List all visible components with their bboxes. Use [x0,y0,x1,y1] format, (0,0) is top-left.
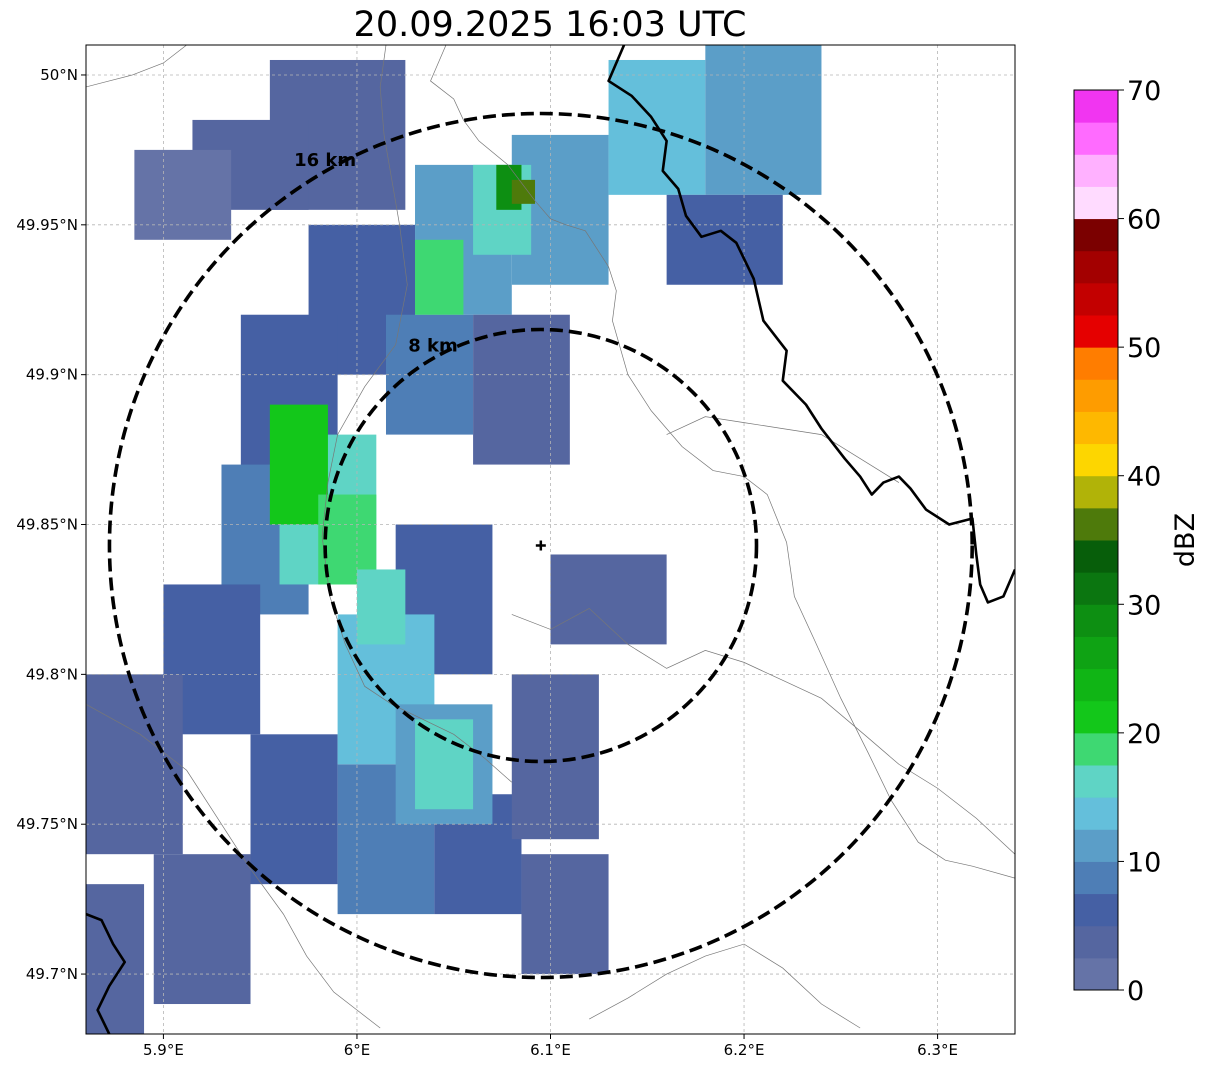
x-tick-label: 6.1°E [530,1041,571,1059]
colorbar-tick-label: 30 [1127,590,1161,621]
reflectivity-layer [86,45,822,1034]
colorbar-swatch [1074,122,1118,155]
colorbar-swatch [1074,797,1118,830]
colorbar-swatch [1074,186,1118,220]
admin-border-1 [86,704,381,1029]
colorbar-swatch [1074,829,1118,862]
reflectivity-cell-8 [86,884,145,1034]
reflectivity-cell-9 [153,854,251,1005]
colorbar-swatch [1074,572,1118,605]
colorbar-swatch [1074,893,1118,927]
colorbar-swatch [1074,411,1118,445]
x-tick-label: 6.2°E [724,1041,765,1059]
range-ring-label: 16 km [294,150,356,171]
colorbar-swatch [1074,732,1118,766]
colorbar-swatch [1074,636,1118,670]
colorbar-frame [1073,89,1119,991]
colorbar-swatch [1074,861,1118,895]
colorbar-swatch [1074,347,1118,380]
admin-border-0 [430,45,1015,879]
colorbar-swatch [1074,668,1118,702]
colorbar-swatch [1074,604,1118,637]
y-tick-label: 49.9°N [26,366,78,384]
reflectivity-cell-22 [550,554,667,645]
colorbar-swatch [1074,540,1118,573]
admin-border-2 [589,943,861,1029]
reflectivity-cell-34 [415,239,464,315]
reflectivity-cell-29 [356,569,406,645]
admin-border-4 [321,45,513,783]
map-title: 20.09.2025 16:03 UTC [353,5,747,45]
y-tick-label: 50°N [40,66,78,84]
borders [86,45,1015,1034]
colorbar-swatch [1074,154,1118,187]
y-tick-label: 49.95°N [16,216,78,234]
colorbar-swatch [1074,765,1118,798]
colorbar-tick-label: 70 [1127,76,1161,107]
colorbar-swatch [1074,443,1118,477]
colorbar-swatch [1074,315,1118,348]
colorbar-swatch [1074,475,1118,509]
y-tick-label: 49.7°N [26,965,78,983]
range-ring-16km [107,111,974,980]
radar-site-marker [535,540,546,551]
colorbar-swatch [1074,379,1118,412]
range-ring-8km [323,327,759,764]
colorbar-swatch [1074,957,1118,991]
reflectivity-cell-33 [511,179,536,204]
reflectivity-cell-13 [521,854,609,975]
y-tick-label: 49.75°N [16,815,78,833]
reflectivity-cell-18 [705,45,822,195]
reflectivity-cell-30 [415,719,474,810]
radar-map: 8 km 16 km 5.9°E 6°E 6.1°E 6.2°E 6.3°E 50°N 49.… [16,44,1016,1059]
y-tick-label: 49.85°N [16,516,78,534]
colorbar-tick-label: 40 [1127,462,1161,493]
reflectivity-cell-10 [250,734,338,885]
reflectivity-cell-19 [666,194,783,285]
colorbar-swatch [1074,250,1118,284]
colorbar-swatch [1074,90,1118,123]
colorbar-tick-label: 10 [1127,847,1161,878]
gridlines [86,45,1015,1034]
colorbar-swatch [1074,218,1118,252]
national-border-1 [86,912,127,1034]
admin-border-5 [511,608,1015,855]
x-tick-label: 6.3°E [917,1041,958,1059]
x-tick-label: 5.9°E [143,1041,184,1059]
x-tick-label: 6°E [344,1041,371,1059]
admin-border-6 [666,416,900,483]
colorbar-swatch [1074,507,1118,541]
national-border-0 [607,45,1015,604]
colorbar-label: dBZ [1170,513,1201,567]
colorbar-tick-label: 50 [1127,333,1161,364]
range-rings: 8 km 16 km [107,111,974,980]
colorbar-swatch [1074,925,1118,959]
admin-border-3 [86,45,187,88]
axis-ticks: 5.9°E 6°E 6.1°E 6.2°E 6.3°E 50°N 49.95°N 49.9°N… [16,66,958,1059]
colorbar-swatch [1074,282,1118,316]
colorbar-tick-label: 60 [1127,205,1161,236]
y-tick-label: 49.8°N [26,665,78,683]
reflectivity-cell-21 [473,314,570,465]
colorbar-tick-label: 20 [1127,719,1161,750]
colorbar-swatch [1074,700,1118,734]
colorbar-tick-label: 0 [1127,976,1144,1007]
range-ring-label: 8 km [408,336,458,357]
